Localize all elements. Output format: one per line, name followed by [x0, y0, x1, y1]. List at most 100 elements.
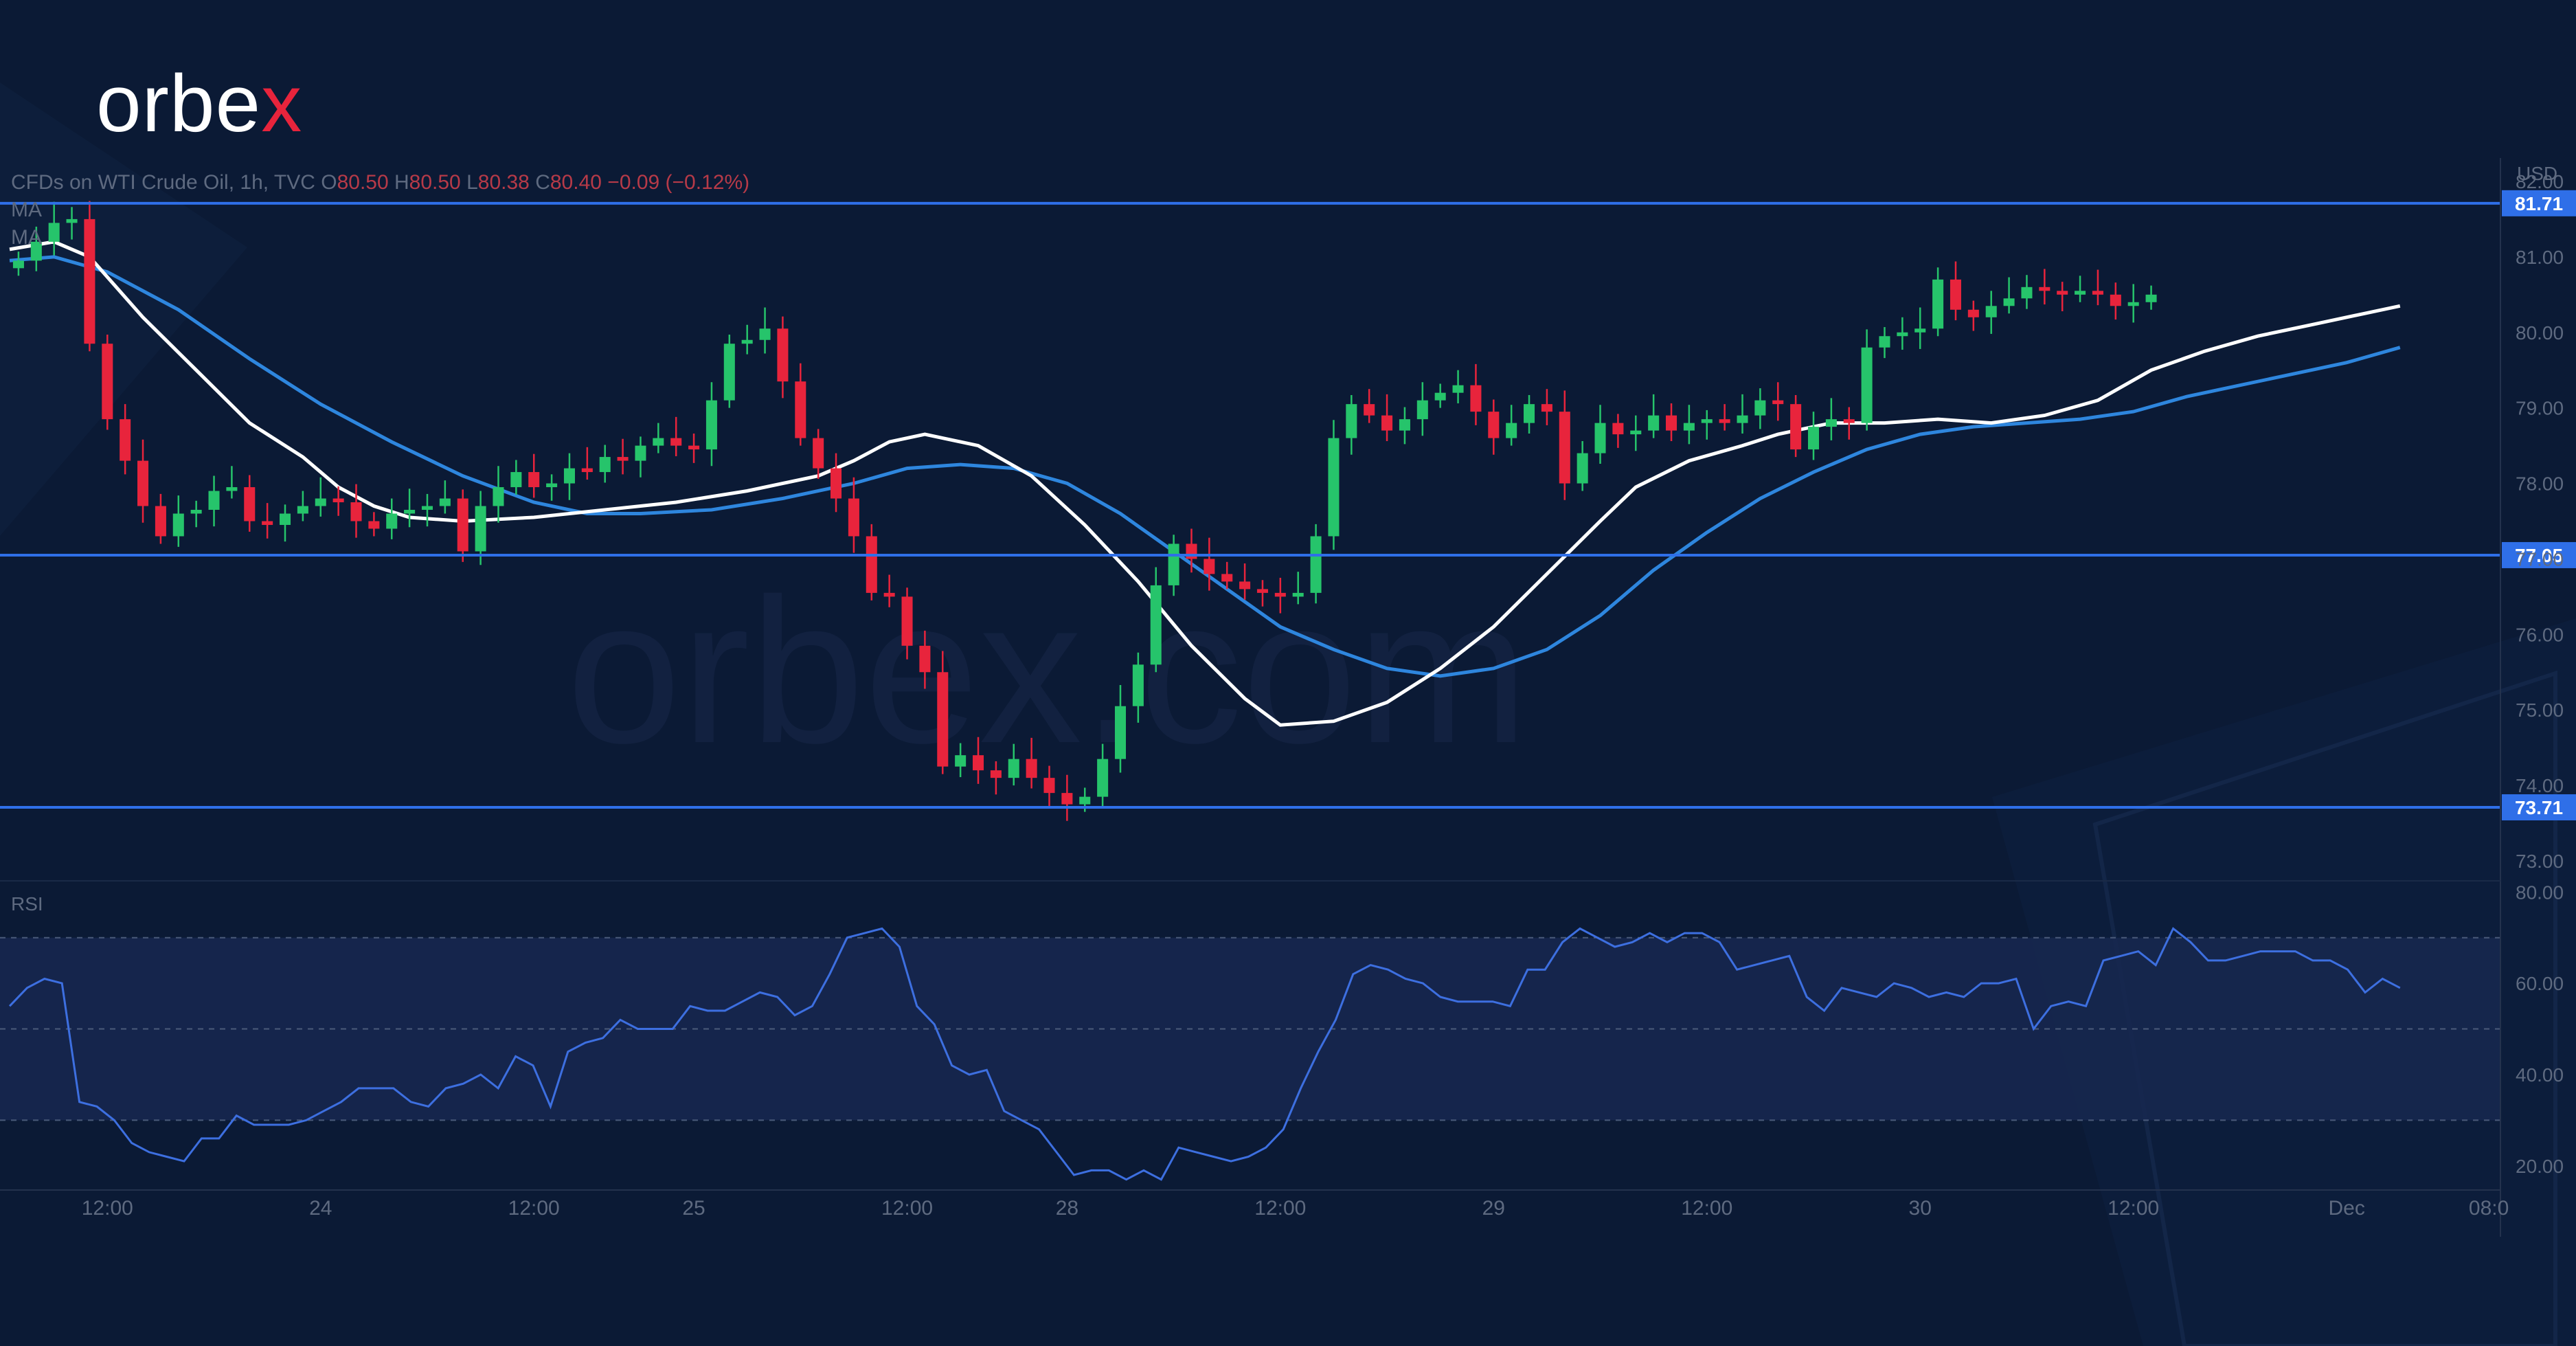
- rsi-label: RSI: [11, 893, 43, 915]
- candle-body: [1097, 759, 1109, 797]
- time-tick-label: 24: [309, 1197, 332, 1220]
- candle-body: [2021, 287, 2033, 299]
- legend-ma1[interactable]: MA: [11, 199, 42, 221]
- candle-body: [137, 460, 149, 506]
- candle-body: [1825, 419, 1837, 427]
- candle-body: [759, 328, 771, 340]
- candle-body: [2145, 294, 2157, 302]
- candle-body: [1256, 589, 1268, 593]
- rsi-line: [8, 927, 2401, 1181]
- candle-body: [1061, 793, 1073, 805]
- candle-body: [1932, 279, 1944, 329]
- candle-body: [1470, 385, 1482, 412]
- candle-body: [1114, 706, 1127, 759]
- candle-body: [120, 419, 131, 461]
- candle-body: [2092, 291, 2103, 295]
- candle-body: [1381, 415, 1393, 431]
- candle-body: [1914, 328, 1926, 333]
- candle-body: [2075, 291, 2086, 295]
- candle-body: [955, 755, 967, 767]
- candle-body: [315, 498, 326, 506]
- chart-legend: CFDs on WTI Crude Oil, 1h, TVC O80.50 H8…: [11, 169, 749, 251]
- candle-body: [386, 513, 398, 529]
- rsi-tick-label: 20.00: [2516, 1156, 2564, 1177]
- candle-body: [297, 506, 308, 514]
- candle-body: [439, 498, 451, 506]
- candle-body: [1737, 415, 1748, 423]
- candle-body: [1950, 279, 1961, 310]
- candle-body: [1683, 423, 1695, 431]
- candle-body: [866, 536, 877, 593]
- candle-body: [1648, 415, 1660, 431]
- candle-body: [1985, 306, 1997, 317]
- moving-averages: [9, 240, 2401, 727]
- decor-shape: [2092, 670, 2557, 1346]
- candle-body: [563, 468, 575, 484]
- candle-body: [279, 513, 291, 525]
- time-tick-label: 30: [1909, 1197, 1932, 1220]
- time-tick-label: 25: [682, 1197, 705, 1220]
- candle-body: [617, 457, 629, 461]
- candle-body: [1790, 404, 1802, 450]
- candle-body: [1434, 392, 1446, 401]
- candle-body: [1274, 592, 1286, 597]
- price-tick-label: 78.00: [2516, 473, 2564, 495]
- level-tag: [2502, 794, 2576, 820]
- rsi-tick-label: 60.00: [2516, 973, 2564, 994]
- candle-body: [1719, 419, 1730, 423]
- time-tick-label: 08:0: [2469, 1197, 2509, 1220]
- candle-body: [1239, 581, 1251, 590]
- candle-body: [670, 438, 682, 446]
- candle-body: [848, 498, 859, 537]
- legend-ma2[interactable]: MA: [11, 226, 42, 249]
- candle-body: [1168, 543, 1179, 585]
- candle-body: [635, 445, 646, 461]
- candle-body: [883, 592, 895, 597]
- horizontal-levels[interactable]: 81.71 77.05 73.71: [0, 190, 2576, 820]
- candle-body: [12, 260, 24, 269]
- rsi-tick-label: 80.00: [2516, 882, 2564, 903]
- candle-body: [795, 381, 806, 438]
- low-value: 80.38: [477, 171, 530, 194]
- low-label: L: [466, 171, 478, 194]
- candles: [12, 201, 2157, 821]
- candle-body: [546, 483, 558, 488]
- open-value: 80.50: [337, 171, 389, 194]
- candle-body: [1506, 423, 1517, 438]
- price-tick-label: 77.00: [2516, 548, 2564, 570]
- candle-body: [1399, 419, 1410, 431]
- candle-body: [1559, 412, 1570, 484]
- candle-body: [2003, 298, 2015, 306]
- close-label: C: [535, 171, 550, 194]
- candle-body: [2039, 287, 2050, 291]
- candle-body: [421, 506, 433, 511]
- orbex-logo: orbex: [96, 63, 302, 144]
- candle-body: [244, 487, 256, 521]
- time-tick-label: 29: [1482, 1197, 1505, 1220]
- candle-body: [1132, 664, 1144, 706]
- candle-body: [1416, 400, 1428, 420]
- time-tick-label: 28: [1056, 1197, 1078, 1220]
- candle-body: [30, 241, 42, 261]
- time-tick-label: 12:00: [82, 1197, 133, 1220]
- price-tick-label: 75.00: [2516, 699, 2564, 721]
- candle-body: [1008, 759, 1019, 778]
- price-tick-label: 81.00: [2516, 247, 2564, 268]
- axes: 82.00 81.00 80.00 79.00 78.00 77.00 76.00 75.00…: [0, 158, 2564, 1237]
- level-tag: [2502, 190, 2576, 216]
- candle-body: [350, 502, 362, 521]
- price-tick-label: 79.00: [2516, 398, 2564, 419]
- change-value: −0.09 (−0.12%): [607, 171, 750, 194]
- candle-body: [262, 521, 273, 525]
- legend-symbol-row: CFDs on WTI Crude Oil, 1h, TVC O80.50 H8…: [11, 169, 749, 197]
- candle-body: [1079, 796, 1091, 805]
- candle-body: [972, 755, 984, 771]
- candle-body: [1772, 400, 1784, 405]
- candle-body: [1204, 559, 1215, 574]
- candle-body: [1630, 430, 1642, 435]
- symbol-title: CFDs on WTI Crude Oil, 1h, TVC: [11, 171, 315, 194]
- candle-body: [368, 521, 380, 529]
- candle-body: [208, 491, 220, 511]
- candle-body: [919, 645, 931, 673]
